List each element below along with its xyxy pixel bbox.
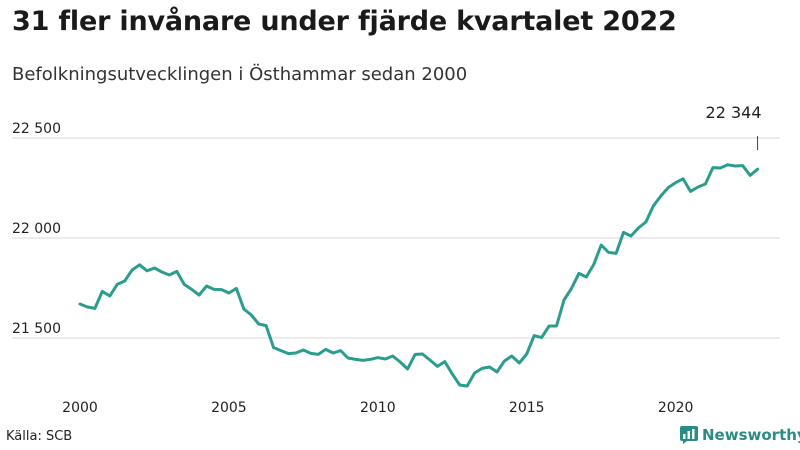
x-tick-label: 2010 (360, 400, 396, 416)
x-axis-labels: 2000 2005 2010 2015 2020 (62, 400, 693, 416)
annotation-last-value: 22 344 (706, 103, 762, 122)
newsworthy-logo-icon (680, 426, 698, 444)
y-tick-label: 22 000 (12, 221, 61, 237)
population-line (78, 163, 760, 388)
x-tick-label: 2020 (658, 400, 694, 416)
x-tick-label: 2000 (62, 400, 98, 416)
source-label: Källa: SCB (6, 429, 73, 444)
y-tick-label: 21 500 (12, 321, 61, 337)
brand-name: Newsworthy (702, 426, 800, 444)
brand-logo: Newsworthy (680, 426, 800, 444)
x-tick-label: 2015 (509, 400, 545, 416)
y-axis-labels: 21 500 22 000 22 500 (12, 121, 61, 337)
y-tick-label: 22 500 (12, 121, 61, 137)
grid-lines (12, 137, 780, 339)
chart-subtitle: Befolkningsutvecklingen i Östhammar seda… (12, 64, 468, 85)
x-tick-label: 2005 (211, 400, 247, 416)
chart-title: 31 fler invånare under fjärde kvartalet … (12, 6, 677, 37)
